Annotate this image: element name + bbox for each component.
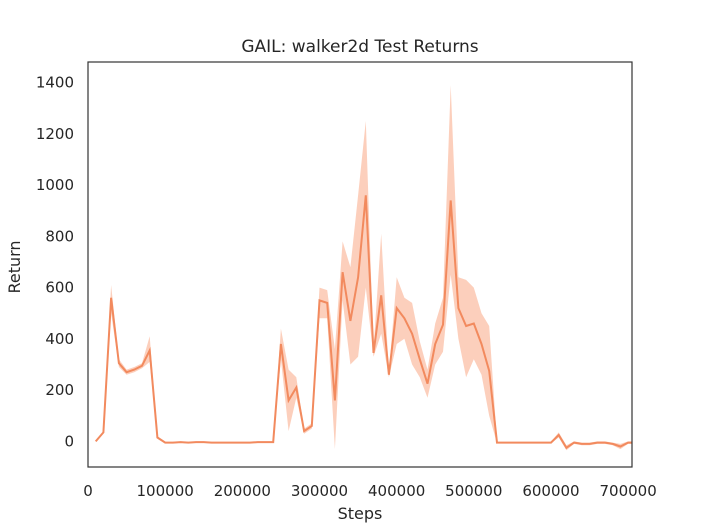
series-line: [94, 195, 632, 450]
x-tick-label: 600000: [522, 482, 579, 500]
x-axis-label: Steps: [338, 504, 383, 523]
y-axis-ticks: 0 200 400 600 800 1000 1200 1400: [36, 74, 74, 451]
y-tick-label: 600: [45, 279, 74, 297]
y-tick-label: 200: [45, 381, 74, 399]
x-tick-label: 300000: [291, 482, 348, 500]
confidence-band: [95, 85, 632, 451]
y-tick-label: 400: [45, 330, 74, 348]
plot-area: [87, 61, 633, 468]
x-axis-ticks: 0 100000 200000 300000 400000 500000 600000 700…: [83, 482, 657, 500]
x-tick-label: 500000: [445, 482, 502, 500]
chart-title: GAIL: walker2d Test Returns: [241, 37, 478, 57]
x-tick-label: 700000: [600, 482, 657, 500]
plot-frame: [87, 61, 633, 468]
x-tick-label: 100000: [137, 482, 194, 500]
y-axis-label: Return: [5, 240, 24, 293]
x-tick-label: 200000: [214, 482, 271, 500]
y-tick-label: 800: [45, 227, 74, 245]
y-tick-label: 1200: [36, 125, 74, 143]
x-tick-label: 400000: [368, 482, 425, 500]
y-tick-label: 0: [64, 432, 74, 450]
x-tick-label: 0: [83, 482, 93, 500]
y-tick-label: 1400: [36, 74, 74, 92]
y-tick-label: 1000: [36, 176, 74, 194]
